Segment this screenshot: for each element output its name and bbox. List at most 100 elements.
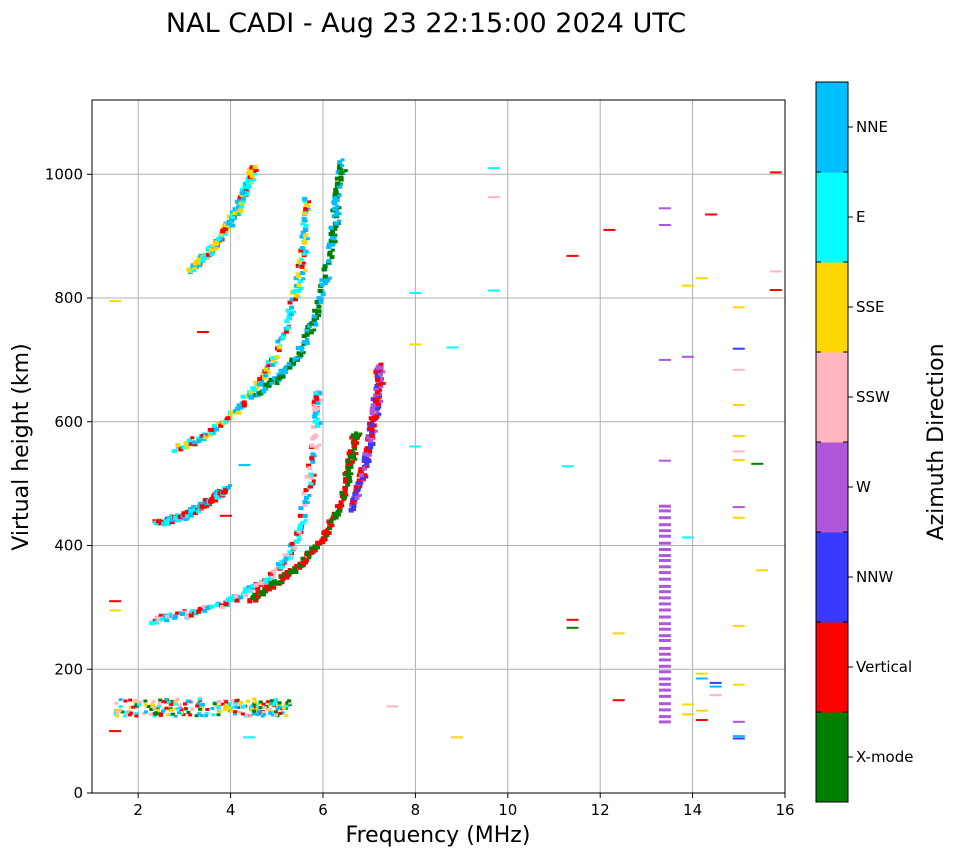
echo-point <box>333 212 339 217</box>
echo-point <box>296 288 302 293</box>
echo-point <box>682 284 694 287</box>
echo-point <box>128 705 133 709</box>
echo-point <box>223 488 229 493</box>
echo-point <box>370 417 376 422</box>
echo-point <box>178 447 184 452</box>
echo-point <box>243 593 248 598</box>
echo-point <box>262 375 267 380</box>
echo-point <box>658 571 671 575</box>
echo-point <box>354 431 359 435</box>
echo-point <box>299 286 304 290</box>
echo-point <box>299 349 304 353</box>
echo-point <box>209 604 215 609</box>
echo-point <box>270 699 274 703</box>
echo-point <box>341 498 346 502</box>
echo-point <box>234 594 240 599</box>
echo-point <box>224 700 229 704</box>
colorbar-frame <box>815 81 849 803</box>
echo-point <box>133 698 138 702</box>
echo-point <box>226 226 231 230</box>
echo-point <box>263 580 269 584</box>
echo-point <box>253 172 258 176</box>
echo-point <box>285 701 290 705</box>
echo-point <box>252 178 257 182</box>
echo-point <box>364 461 370 466</box>
echo-point <box>369 407 375 412</box>
echo-point <box>346 467 352 472</box>
echo-point <box>290 361 296 366</box>
echo-point <box>293 276 299 281</box>
echo-point <box>332 197 338 202</box>
echo-point <box>658 559 671 562</box>
echo-point <box>274 381 280 385</box>
echo-point <box>374 390 380 395</box>
echo-point <box>232 712 237 716</box>
echo-point <box>658 639 671 642</box>
echo-point <box>155 706 160 710</box>
echo-point <box>603 228 616 231</box>
echo-point <box>188 268 193 273</box>
colorbar-label: SSE <box>856 298 885 316</box>
echo-point <box>350 459 355 464</box>
echo-point <box>324 533 330 538</box>
echo-point <box>297 537 302 541</box>
echo-point <box>287 300 293 305</box>
echo-point <box>451 736 463 739</box>
echo-point <box>177 514 183 519</box>
echo-point <box>201 255 207 260</box>
echo-point <box>732 624 745 627</box>
echo-point <box>123 714 128 718</box>
echo-point <box>316 296 322 301</box>
echo-point <box>612 699 625 702</box>
echo-point <box>266 363 272 367</box>
echo-point <box>201 604 206 608</box>
echo-point <box>169 517 175 522</box>
echo-point <box>199 714 204 718</box>
echo-point <box>296 529 302 534</box>
echo-point <box>379 400 384 403</box>
echo-point <box>175 443 181 448</box>
echo-point <box>658 646 671 650</box>
echo-point <box>296 526 302 531</box>
echo-point <box>118 698 123 702</box>
echo-point <box>159 617 165 622</box>
echo-point <box>220 514 232 517</box>
echo-point <box>310 436 316 441</box>
echo-point <box>275 707 280 711</box>
echo-point <box>658 615 671 619</box>
echo-point <box>313 433 319 438</box>
echo-point <box>278 707 283 711</box>
echo-point <box>169 520 175 525</box>
echo-point <box>185 614 191 619</box>
echo-point <box>309 455 315 460</box>
echo-point <box>271 713 276 717</box>
echo-point <box>304 331 310 336</box>
echo-point <box>134 703 139 707</box>
echo-point <box>155 521 161 526</box>
echo-point <box>249 395 255 400</box>
echo-point <box>351 444 357 448</box>
echo-point <box>230 223 236 228</box>
echo-point <box>252 709 257 713</box>
echo-point <box>232 210 238 215</box>
echo-point <box>261 592 266 597</box>
echo-point <box>300 521 306 526</box>
echo-point <box>386 705 399 708</box>
echo-point <box>255 586 261 591</box>
echo-point <box>658 504 671 508</box>
echo-point <box>237 405 243 410</box>
echo-point <box>237 198 243 202</box>
x-tick-label: 4 <box>226 801 236 819</box>
echo-point <box>284 574 290 578</box>
echo-point <box>186 699 191 703</box>
echo-point <box>278 368 284 373</box>
echo-point <box>178 706 183 710</box>
echo-point <box>214 241 220 246</box>
echo-point <box>195 704 200 708</box>
echo-point <box>109 609 122 612</box>
echo-point <box>327 276 332 280</box>
echo-point <box>229 410 235 415</box>
echo-point <box>353 484 359 489</box>
echo-point <box>695 719 708 721</box>
echo-point <box>168 612 173 616</box>
